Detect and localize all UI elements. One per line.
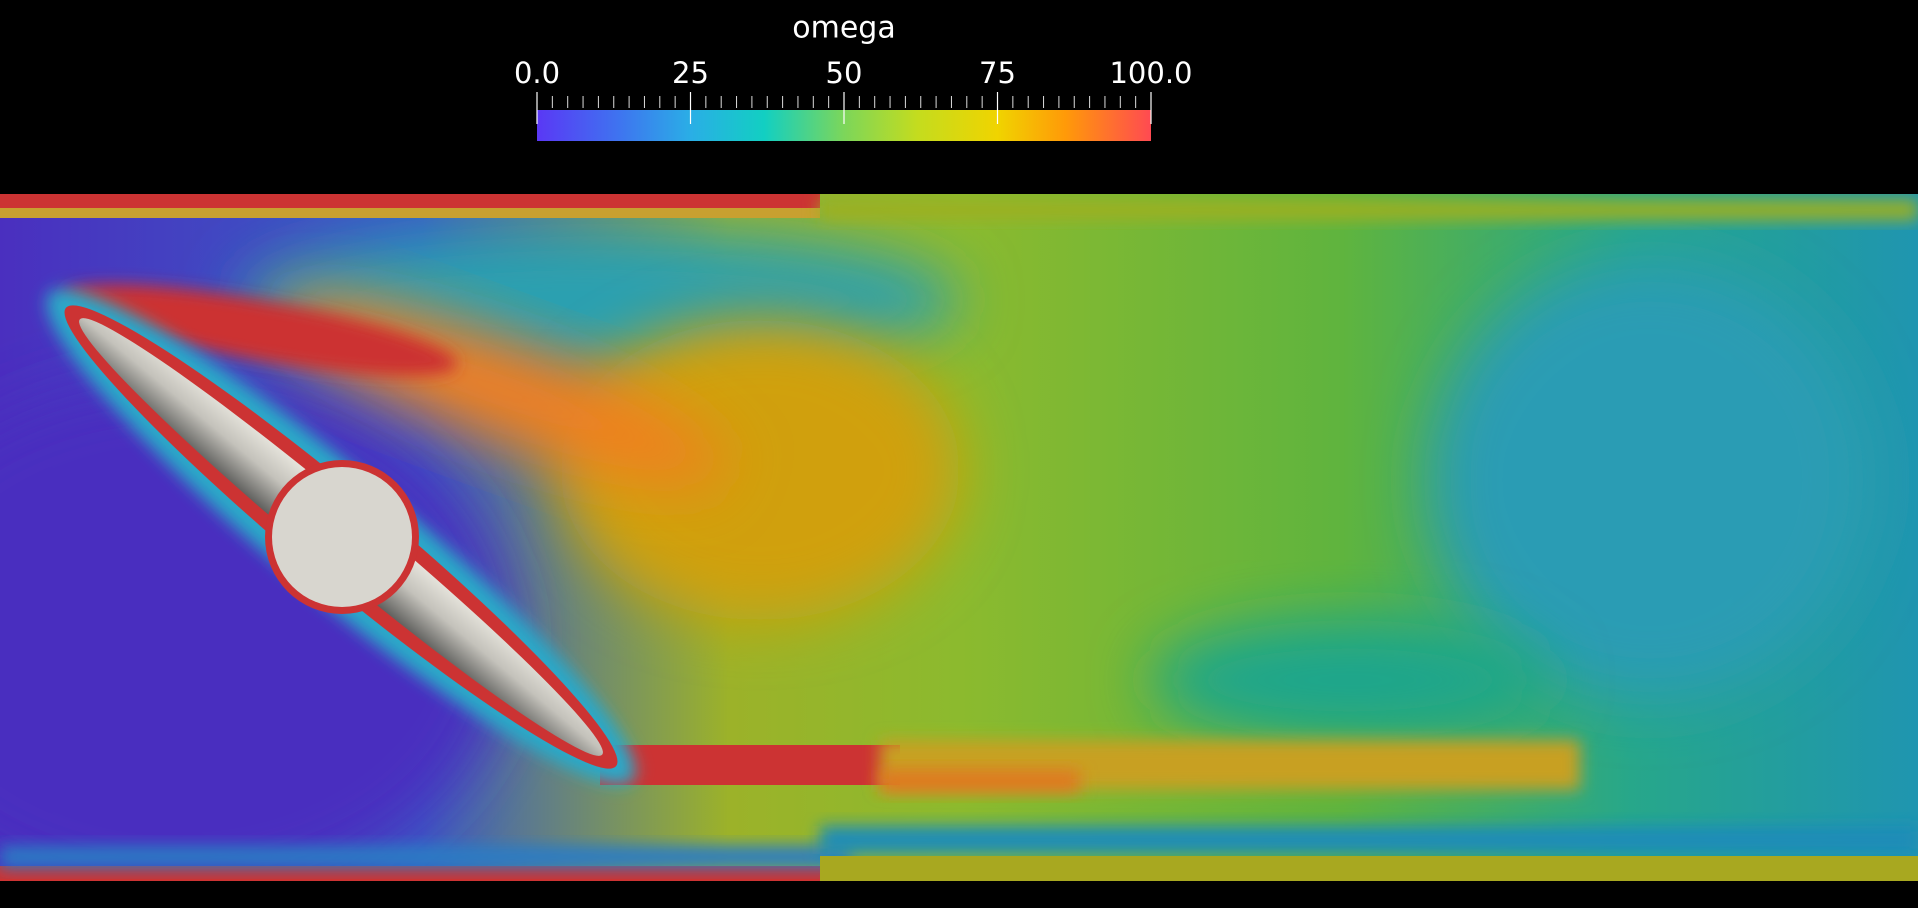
- sphere: [272, 467, 412, 607]
- field: [0, 194, 1918, 881]
- colorbar-title: omega: [792, 11, 895, 46]
- tick-label: 100.0: [1109, 56, 1192, 90]
- tick-label: 75: [979, 56, 1016, 90]
- tick-label: 50: [826, 56, 863, 90]
- tick-label: 25: [672, 56, 709, 90]
- tick-label: 0.0: [514, 56, 560, 90]
